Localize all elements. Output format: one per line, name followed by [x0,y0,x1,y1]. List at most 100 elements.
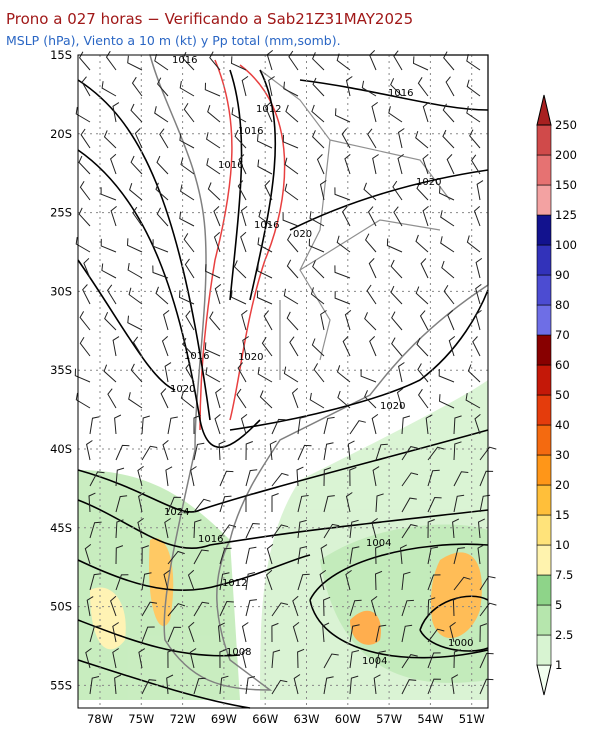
wind-barb [167,496,182,513]
wind-barb [286,233,299,253]
wind-barb [312,77,325,97]
wind-barb [320,544,328,565]
contour-red [199,59,286,431]
wind-barb [472,336,481,357]
wind-barb [161,336,169,357]
wind-barb [115,574,129,591]
wind-barb [110,595,117,617]
wind-barb [375,624,387,643]
wind-barb [245,441,253,461]
lat-label: 55S [50,678,72,692]
wind-barb [320,310,327,331]
wind-barb [372,154,379,175]
colorbar-label: 70 [555,328,570,342]
wind-barb [218,440,226,461]
isobar-label: 1016 [254,220,279,231]
wind-barb [79,337,91,357]
isobar-label: 1020 [238,352,263,363]
wind-barb [219,495,232,513]
wind-barb [241,622,249,643]
wind-barb [257,263,273,279]
wind-barb [479,470,494,487]
wind-barb [259,390,273,409]
wind-barb [372,466,380,487]
wind-barb [258,209,273,227]
wind-barb [115,467,125,487]
wind-barb [190,466,197,487]
wind-barb [401,446,418,461]
wind-barb [167,416,178,435]
wind-barb [288,50,299,71]
wind-barb [128,287,143,305]
isobar-label: 1000 [448,638,473,649]
wind-barb [204,342,221,357]
wind-barb [257,237,273,253]
wind-barb [420,258,429,279]
wind-barb [180,184,195,201]
wind-barb [112,622,119,643]
colorbar-label: 90 [555,268,570,282]
precip [78,380,488,700]
wind-barb [265,102,273,123]
wind-barb [345,492,353,513]
wind-barb [412,56,429,71]
wind-barb [263,310,273,331]
wind-barb [219,600,234,617]
wind-barb [282,213,299,227]
wind-barb [75,106,91,123]
wind-barb [427,519,435,539]
wind-barb [390,285,403,305]
wind-barb [393,50,403,71]
wind-barb [101,81,117,97]
wind-barb [240,231,247,253]
colorbar: 1 2.5 5 7.5 10 15 20 30 40 50 60 70 80 90 100 125 150 200… [536,94,577,696]
lon-label: 60W [335,712,361,726]
wind-barb [188,621,195,643]
wind-barb [127,55,143,71]
wind-barb [345,76,353,97]
lat-label: 25S [50,206,72,220]
wind-barb [130,155,143,175]
wind-barb [316,154,325,175]
wind-barb [103,130,117,149]
wind-barb [79,311,91,331]
wind-barb [297,648,305,669]
wind-barb [466,54,481,71]
wind-barb [112,648,119,669]
wind-barb [446,154,455,175]
wind-barb [209,51,221,71]
wind-barb [334,187,351,201]
wind-barb [84,544,92,565]
wind-barb [75,392,91,409]
subtitle: MSLP (hPa), Viento a 10 m (kt) y Pp tota… [6,33,341,48]
wind-barb [440,210,455,227]
wind-barb [453,441,462,461]
wind-barb [115,545,124,565]
wind-barb [88,492,96,513]
wind-barb [134,128,143,149]
wind-barb [163,569,170,591]
wind-barb [349,466,357,487]
wind-barb [312,130,325,149]
wind-barb [323,676,334,695]
wind-barb [479,446,497,461]
wind-barb [182,51,195,71]
wind-barb [367,128,377,149]
wind-barb [323,653,339,669]
wind-barb [349,675,359,695]
wind-barb [313,363,325,383]
wind-barb [292,622,300,643]
wind-barb [167,550,185,565]
wind-barb [292,595,299,617]
wind-barb [438,186,455,201]
wind-barb [475,284,482,305]
wind-barb [137,517,144,539]
colorbar-label: 7.5 [555,568,573,582]
wind-barb [78,51,91,71]
wind-barb [183,233,195,253]
lat-label: 15S [50,48,72,62]
wind-barb [425,414,433,435]
wind-barb [89,416,100,435]
wind-barb [132,336,143,357]
